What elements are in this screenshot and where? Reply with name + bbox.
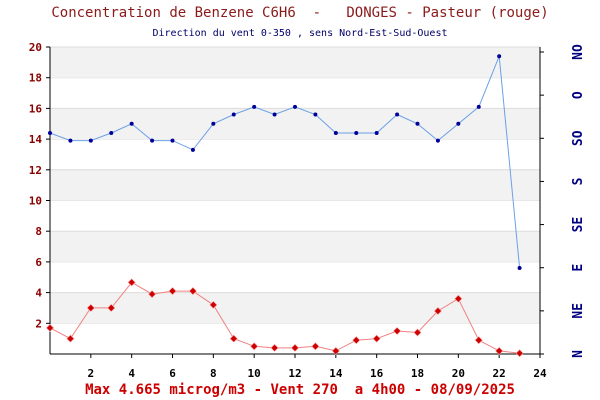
benzene-point: [495, 346, 504, 355]
wind-direction-label: N: [571, 350, 586, 358]
benzene-point: [86, 303, 95, 312]
benzene-point: [515, 349, 524, 358]
x-tick-label: 22: [493, 367, 506, 380]
x-tick-label: 18: [411, 367, 424, 380]
wind-point: [435, 138, 440, 143]
benzene-point: [372, 334, 381, 343]
benzene-point: [270, 343, 279, 352]
chart-footer: Max 4.665 microg/m3 - Vent 270 a 4h00 - …: [85, 382, 515, 398]
wind-point: [313, 112, 318, 117]
y-tick-label: 16: [29, 102, 43, 115]
benzene-point: [188, 287, 197, 296]
x-tick-label: 12: [288, 367, 301, 380]
wind-direction-label: SE: [571, 217, 586, 233]
benzene-point: [209, 300, 218, 309]
y-tick-label: 14: [29, 133, 43, 146]
wind-point: [170, 138, 175, 143]
y-tick-label: 4: [35, 287, 42, 300]
grid-band: [50, 47, 540, 78]
x-tick-label: 2: [88, 367, 95, 380]
wind-point: [231, 112, 236, 117]
benzene-line: [49, 281, 520, 354]
y-tick-label: 8: [35, 225, 42, 238]
wind-point: [48, 130, 52, 135]
x-tick-label: 16: [370, 367, 384, 380]
wind-point: [395, 112, 400, 117]
wind-point: [150, 138, 155, 143]
x-tick-label: 4: [128, 367, 135, 380]
chart-subtitle: Direction du vent 0-350 , sens Nord-Est-…: [152, 28, 448, 39]
benzene-point: [66, 334, 75, 343]
wind-direction-label: NO: [571, 44, 586, 60]
grid-band: [50, 169, 540, 201]
wind-point: [333, 130, 338, 135]
wind-point: [415, 121, 420, 126]
x-tick-label: 10: [248, 367, 261, 380]
wind-point: [456, 121, 461, 126]
wind-point: [109, 130, 114, 135]
wind-line: [49, 56, 521, 269]
grid-band: [50, 292, 540, 324]
benzene-point: [250, 342, 259, 351]
y-tick-label: 6: [35, 256, 42, 269]
grid-bands: [50, 46, 540, 354]
wind-point: [88, 138, 93, 143]
wind-point: [68, 138, 73, 143]
wind-point: [497, 54, 502, 59]
x-tick-label: 6: [169, 367, 176, 380]
wind-direction-labels: N NE E SE S SO O NO: [571, 44, 586, 358]
wind-direction-label: NE: [571, 303, 586, 319]
benzene-point: [229, 334, 238, 343]
wind-point: [272, 112, 277, 117]
benzene-point: [148, 290, 157, 299]
y-tick-label: 18: [29, 72, 42, 85]
wind-point: [211, 121, 216, 126]
data-series: [45, 54, 524, 358]
wind-direction-label: SO: [571, 130, 586, 146]
y-tick-label: 10: [29, 195, 42, 208]
grid-band: [50, 108, 540, 140]
wind-direction-label: O: [571, 91, 586, 99]
wind-point: [190, 147, 195, 152]
benzene-point: [454, 294, 463, 303]
y-tick-label: 12: [29, 164, 42, 177]
benzene-point: [45, 323, 55, 332]
wind-point: [517, 266, 522, 271]
wind-point: [374, 130, 379, 135]
benzene-point: [433, 306, 442, 316]
y-tick-label: 20: [29, 41, 42, 54]
x-tick-label: 24: [533, 367, 547, 380]
wind-direction-label: E: [571, 264, 586, 272]
benzene-point: [168, 287, 177, 296]
wind-point: [129, 121, 134, 126]
wind-direction-label: S: [571, 177, 586, 185]
wind-point: [476, 104, 481, 109]
benzene-point: [352, 336, 361, 345]
benzene-point: [413, 328, 422, 337]
benzene-point: [474, 336, 483, 345]
grid-band: [50, 231, 540, 262]
wind-point: [354, 130, 359, 135]
benzene-point: [311, 342, 320, 351]
x-tick-label: 14: [329, 367, 343, 380]
wind-point: [293, 104, 297, 109]
wind-point: [252, 104, 257, 109]
axes: [46, 46, 544, 358]
x-tick-label: 8: [210, 367, 217, 380]
y-tick-label: 2: [35, 317, 42, 330]
benzene-point: [290, 343, 300, 352]
benzene-point: [107, 303, 116, 312]
benzene-point: [127, 278, 136, 287]
benzene-point: [393, 326, 402, 335]
benzene-point: [331, 346, 340, 355]
chart-title: Concentration de Benzene C6H6 - DONGES -…: [51, 5, 549, 21]
x-tick-label: 20: [452, 367, 465, 380]
